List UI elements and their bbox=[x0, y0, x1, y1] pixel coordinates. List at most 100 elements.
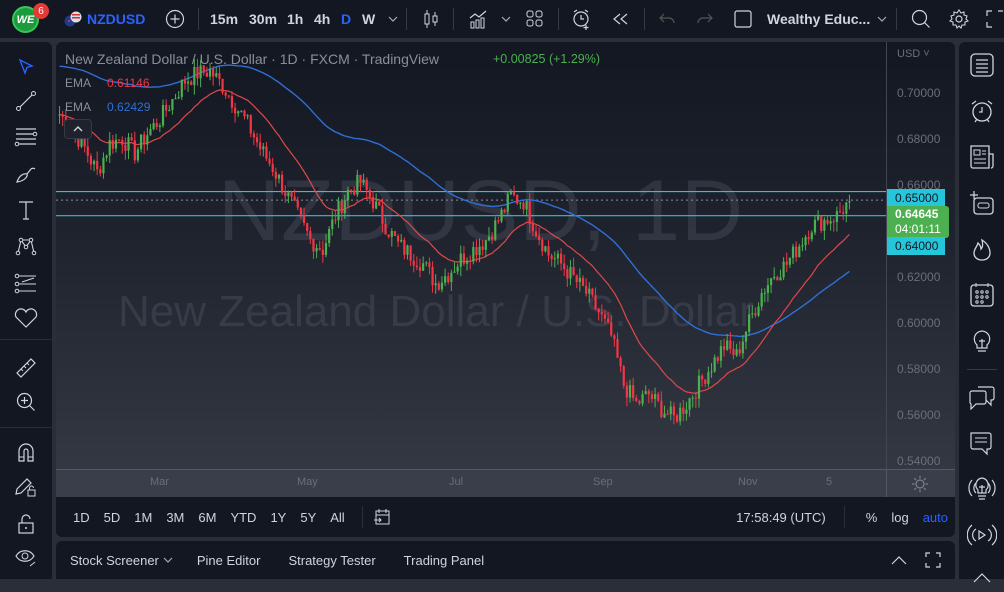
interval-d[interactable]: D bbox=[341, 11, 352, 27]
calendar-goto-icon bbox=[373, 509, 390, 525]
tab-strategy-tester[interactable]: Strategy Tester bbox=[288, 552, 376, 568]
replay-button[interactable] bbox=[610, 0, 632, 38]
price-change: +0.00825 (+1.29%) bbox=[493, 52, 601, 66]
news-button[interactable] bbox=[967, 142, 997, 172]
layouts-button[interactable] bbox=[524, 0, 546, 38]
interval-1h[interactable]: 1h bbox=[287, 11, 304, 27]
ema-slow-legend[interactable]: EMA 0.62429 bbox=[65, 100, 150, 114]
range-3m[interactable]: 3M bbox=[166, 509, 185, 525]
chevron-up-icon bbox=[973, 573, 991, 583]
calendar-button[interactable] bbox=[967, 280, 997, 310]
tab-stock-screener[interactable]: Stock Screener bbox=[70, 552, 159, 568]
horizontal-lines-icon bbox=[14, 128, 38, 147]
zoom-in-icon bbox=[16, 392, 35, 411]
chevron-down-icon bbox=[877, 16, 887, 22]
chat-icon bbox=[970, 432, 992, 456]
range-5d[interactable]: 5D bbox=[103, 509, 121, 525]
cursor-tool[interactable] bbox=[12, 53, 40, 81]
watchlist-button[interactable] bbox=[967, 50, 997, 80]
lock-all-tool[interactable] bbox=[12, 510, 40, 538]
private-chats-button[interactable] bbox=[967, 428, 997, 458]
streams-button[interactable] bbox=[967, 520, 997, 550]
magnet-icon bbox=[18, 443, 34, 462]
brush-icon bbox=[16, 167, 36, 183]
add-symbol-button[interactable] bbox=[163, 0, 187, 38]
range-1m[interactable]: 1M bbox=[134, 509, 153, 525]
tab-pine-editor[interactable]: Pine Editor bbox=[196, 552, 261, 568]
alert-add-icon bbox=[573, 9, 589, 30]
ideas-button[interactable] bbox=[967, 327, 997, 357]
watermark-description: New Zealand Dollar / U.S. Dollar bbox=[118, 287, 754, 336]
ema-fast-legend[interactable]: EMA 0.61146 bbox=[65, 76, 150, 90]
log-toggle[interactable]: log bbox=[891, 509, 909, 525]
alert-button[interactable] bbox=[570, 0, 594, 38]
layout-name-button[interactable]: Wealthy Educ... bbox=[767, 11, 871, 27]
range-ytd[interactable]: YTD bbox=[230, 509, 257, 525]
brush-tool[interactable] bbox=[12, 160, 40, 188]
ideas-stream-button[interactable] bbox=[967, 474, 997, 504]
fullscreen-button[interactable] bbox=[986, 0, 1004, 38]
bottom-panel-tabs: Stock Screener Pine Editor Strategy Test… bbox=[56, 541, 955, 579]
current-price-label: 0.64645 04:01:11 bbox=[887, 206, 949, 238]
divider bbox=[0, 427, 52, 428]
text-icon bbox=[19, 201, 33, 220]
prediction-tool[interactable] bbox=[12, 270, 40, 298]
search-button[interactable] bbox=[910, 0, 932, 38]
range-5y[interactable]: 5Y bbox=[300, 509, 317, 525]
candlestick-chart[interactable] bbox=[56, 42, 886, 469]
price-scale[interactable]: USD ˅ 0.70000 0.68000 0.66000 0.62000 0.… bbox=[886, 42, 955, 469]
indicators-icon bbox=[469, 10, 487, 29]
hotlists-button[interactable] bbox=[967, 234, 997, 264]
ema-label: EMA bbox=[65, 76, 92, 90]
redo-button[interactable] bbox=[694, 0, 716, 38]
pattern-tool[interactable] bbox=[12, 231, 40, 259]
chart-type-button[interactable] bbox=[420, 0, 442, 38]
chart-pane[interactable]: NZDUSD, 1D New Zealand Dollar / U.S. Dol… bbox=[56, 42, 955, 497]
stock-screener-dropdown[interactable] bbox=[163, 557, 173, 563]
currency-selector[interactable]: USD ˅ bbox=[897, 48, 930, 60]
measure-tool[interactable] bbox=[12, 354, 40, 382]
maximize-icon bbox=[925, 552, 941, 568]
intervals-dropdown[interactable] bbox=[386, 0, 400, 38]
tab-trading-panel[interactable]: Trading Panel bbox=[403, 552, 485, 568]
indicators-dropdown[interactable] bbox=[500, 0, 512, 38]
time-tick: May bbox=[297, 476, 318, 488]
trend-line-tool[interactable] bbox=[12, 87, 40, 115]
range-all[interactable]: All bbox=[330, 509, 345, 525]
alerts-button[interactable] bbox=[967, 96, 997, 126]
collapse-legend-button[interactable] bbox=[64, 119, 92, 139]
maximize-panel-button[interactable] bbox=[925, 552, 941, 568]
range-6m[interactable]: 6M bbox=[198, 509, 217, 525]
lock-drawings-tool[interactable] bbox=[12, 473, 40, 501]
lightbulb-icon bbox=[973, 330, 991, 352]
indicators-button[interactable] bbox=[466, 0, 490, 38]
magnet-tool[interactable] bbox=[12, 438, 40, 466]
layout-dropdown[interactable] bbox=[876, 0, 888, 38]
symbol-search-button[interactable]: NZDUSD bbox=[87, 11, 146, 27]
interval-w[interactable]: W bbox=[362, 11, 376, 27]
chevron-down-icon bbox=[163, 557, 173, 563]
fib-retracement-tool[interactable] bbox=[12, 123, 40, 151]
add-to-watchlist-button[interactable] bbox=[967, 188, 997, 218]
public-chats-button[interactable] bbox=[967, 382, 997, 412]
layout-checkbox[interactable] bbox=[733, 0, 753, 38]
favorites-tool[interactable] bbox=[12, 304, 40, 332]
hide-drawings-tool[interactable] bbox=[12, 543, 40, 571]
expand-panel-button[interactable] bbox=[891, 555, 907, 565]
range-1y[interactable]: 1Y bbox=[270, 509, 287, 525]
time-scale[interactable]: Mar May Jul Sep Nov 5 bbox=[56, 469, 955, 497]
range-1d[interactable]: 1D bbox=[73, 509, 90, 525]
auto-scale-toggle[interactable]: auto bbox=[922, 509, 948, 525]
more-widgets-button[interactable] bbox=[967, 562, 997, 592]
go-to-date-button[interactable] bbox=[373, 508, 391, 526]
percent-toggle[interactable]: % bbox=[865, 509, 878, 525]
settings-button[interactable] bbox=[947, 0, 971, 38]
undo-button[interactable] bbox=[656, 0, 678, 38]
text-tool[interactable] bbox=[12, 196, 40, 224]
interval-15m[interactable]: 15m bbox=[210, 11, 239, 27]
utc-clock[interactable]: 17:58:49 (UTC) bbox=[736, 509, 826, 525]
chart-settings-button[interactable] bbox=[912, 476, 928, 492]
interval-4h[interactable]: 4h bbox=[314, 11, 331, 27]
interval-30m[interactable]: 30m bbox=[249, 11, 278, 27]
zoom-in-tool[interactable] bbox=[12, 388, 40, 416]
